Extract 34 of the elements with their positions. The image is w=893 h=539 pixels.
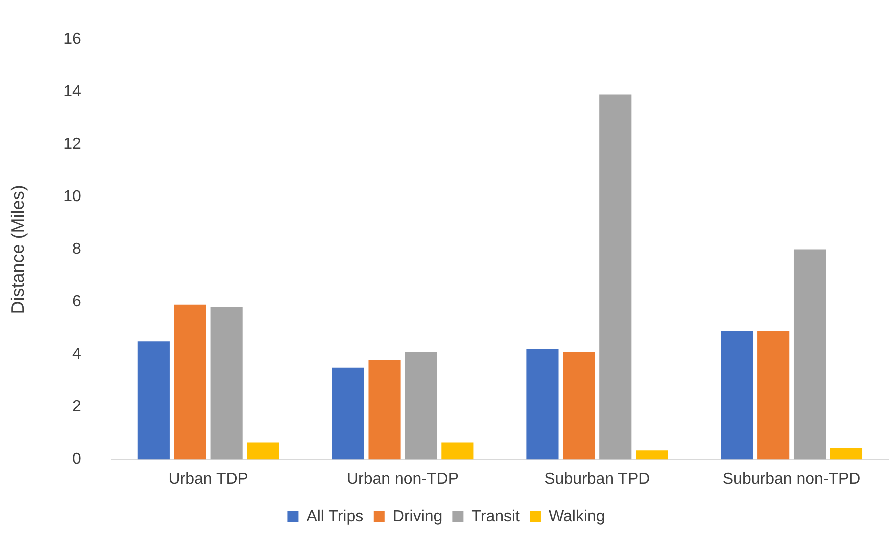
x-tick-label: Suburban TPD (544, 470, 650, 488)
legend-label: All Trips (306, 508, 364, 526)
bar (247, 442, 280, 460)
y-tick-label: 6 (72, 294, 82, 311)
y-tick-label: 12 (64, 136, 82, 154)
bar (332, 368, 364, 460)
y-axis-title: Distance (Miles) (8, 185, 28, 314)
bar (830, 448, 863, 460)
legend-label: Driving (392, 508, 443, 526)
bar (405, 352, 438, 460)
bar (138, 342, 170, 460)
y-tick-label: 16 (64, 31, 82, 48)
legend-label: Walking (548, 508, 606, 526)
y-tick-label: 4 (72, 346, 82, 364)
bar (210, 307, 243, 460)
bar (636, 450, 668, 460)
bar (368, 360, 401, 460)
y-tick-label: 8 (72, 241, 82, 258)
y-tick-label: 14 (64, 84, 82, 101)
bar (721, 331, 754, 460)
bar (526, 350, 559, 460)
legend-label: Transit (472, 508, 521, 526)
bar (563, 352, 596, 460)
bar (758, 331, 790, 460)
x-tick-label: Urban non-TDP (346, 470, 460, 488)
bar (174, 304, 206, 460)
y-tick-label: 2 (72, 398, 82, 416)
bar (600, 94, 632, 460)
x-tick-label: Suburban non-TPD (722, 470, 861, 488)
bar (442, 442, 474, 460)
y-tick-label: 0 (72, 451, 82, 468)
y-tick-label: 10 (64, 188, 82, 206)
bar (794, 250, 826, 460)
x-tick-label: Urban TDP (168, 470, 248, 488)
